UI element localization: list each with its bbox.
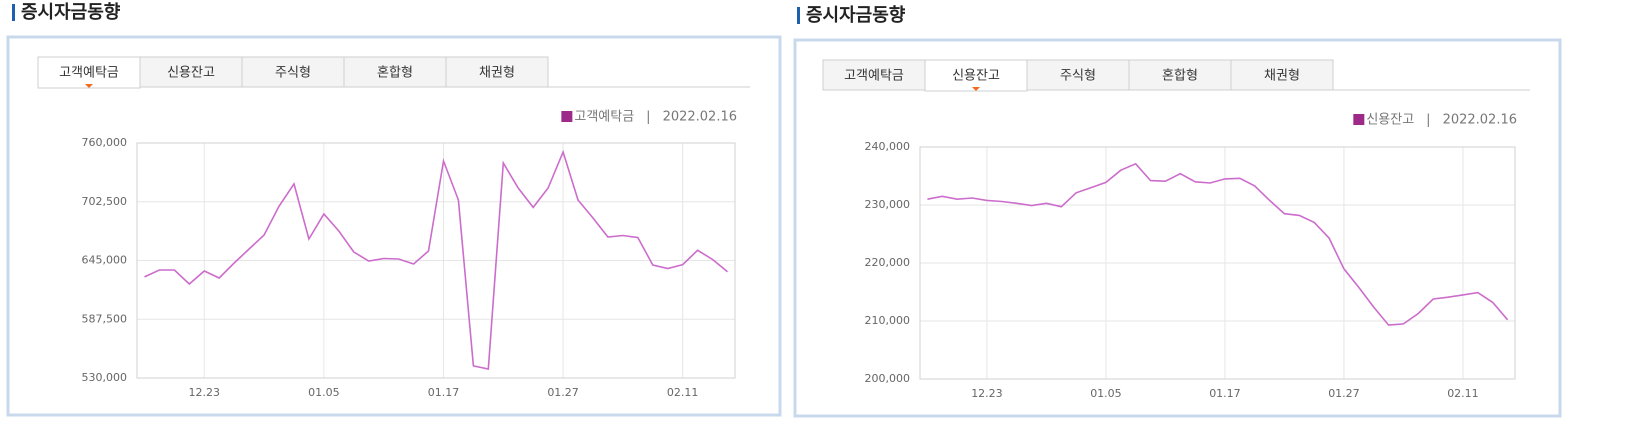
x-tick-label: 01.17 — [428, 386, 460, 399]
x-tick-label: 12.23 — [971, 387, 1003, 400]
tab-label[interactable]: 신용잔고 — [167, 66, 215, 81]
y-tick-label: 200,000 — [865, 372, 911, 385]
tab-label[interactable]: 채권형 — [1264, 69, 1300, 84]
y-tick-label: 760,000 — [82, 136, 128, 149]
heading: 증시자금동향 — [21, 2, 121, 23]
tab-label[interactable]: 채권형 — [479, 66, 515, 81]
y-tick-label: 587,500 — [82, 312, 128, 325]
tab[interactable] — [1230, 59, 1334, 91]
plot-frame — [919, 146, 1516, 380]
x-tick-label: 01.27 — [1328, 387, 1360, 400]
tab-label[interactable]: 고객예탁금 — [844, 69, 904, 84]
legend-separator: | — [646, 110, 650, 125]
y-tick-label: 702,500 — [82, 195, 128, 208]
y-tick-label: 530,000 — [82, 371, 128, 384]
tab-label[interactable]: 주식형 — [275, 66, 311, 81]
legend-date: 2022.02.16 — [1443, 113, 1517, 128]
active-tab-marker — [972, 87, 980, 91]
legend-date: 2022.02.16 — [663, 110, 737, 125]
legend-swatch — [561, 111, 573, 122]
series-line — [144, 149, 729, 370]
x-tick-label: 01.05 — [1090, 387, 1122, 400]
tab[interactable] — [241, 56, 345, 88]
tab[interactable] — [1026, 59, 1130, 91]
panel-box — [6, 35, 782, 417]
y-tick-label: 220,000 — [865, 256, 911, 269]
tab-label[interactable]: 신용잔고 — [952, 69, 1000, 84]
tab-label[interactable]: 혼합형 — [377, 66, 413, 81]
x-tick-label: 12.23 — [189, 386, 221, 399]
series-line — [927, 162, 1509, 326]
legend-label: 신용잔고 — [1366, 113, 1414, 128]
panel-box — [793, 38, 1562, 418]
y-tick-label: 240,000 — [865, 140, 911, 153]
heading-bar — [12, 4, 15, 21]
x-tick-label: 01.05 — [308, 386, 340, 399]
x-tick-label: 01.27 — [547, 386, 579, 399]
tab-label[interactable]: 고객예탁금 — [59, 66, 119, 81]
x-tick-label: 02.11 — [667, 386, 699, 399]
x-tick-label: 02.11 — [1447, 387, 1479, 400]
tab[interactable] — [1128, 59, 1232, 91]
tab[interactable] — [139, 56, 243, 88]
y-tick-label: 230,000 — [865, 198, 911, 211]
heading: 증시자금동향 — [806, 5, 906, 26]
tab[interactable] — [445, 56, 549, 88]
tab[interactable] — [822, 59, 926, 91]
x-tick-label: 01.17 — [1209, 387, 1241, 400]
active-tab-marker — [85, 84, 93, 88]
legend-separator: | — [1426, 113, 1430, 128]
plot-frame — [136, 142, 736, 379]
tab[interactable] — [343, 56, 447, 88]
y-tick-label: 645,000 — [82, 254, 128, 267]
y-tick-label: 210,000 — [865, 314, 911, 327]
heading-bar — [797, 7, 800, 24]
tab-label[interactable]: 주식형 — [1060, 69, 1096, 84]
tab-label[interactable]: 혼합형 — [1162, 69, 1198, 84]
legend-swatch — [1353, 114, 1365, 125]
legend-label: 고객예탁금 — [574, 110, 634, 125]
